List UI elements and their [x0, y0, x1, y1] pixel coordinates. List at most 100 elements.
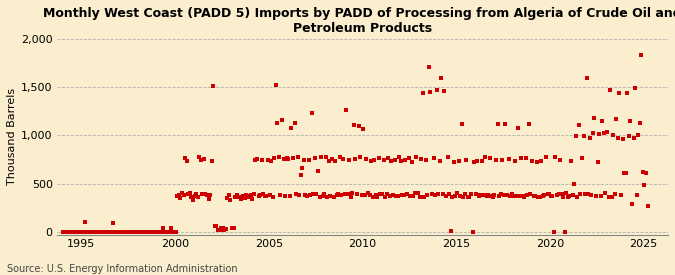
Point	[346, 195, 356, 199]
Point	[275, 192, 286, 197]
Point	[248, 192, 259, 196]
Point	[211, 224, 222, 228]
Point	[183, 192, 194, 196]
Point	[157, 230, 167, 234]
Point	[446, 229, 456, 233]
Point	[391, 194, 402, 199]
Point	[304, 192, 315, 197]
Point	[220, 227, 231, 231]
Point	[352, 192, 362, 197]
Point	[394, 155, 404, 160]
Point	[84, 230, 95, 234]
Point	[334, 155, 345, 160]
Point	[624, 134, 634, 138]
Point	[195, 157, 206, 162]
Point	[75, 230, 86, 234]
Point	[425, 89, 436, 94]
Point	[65, 230, 76, 234]
Point	[242, 195, 253, 199]
Point	[406, 160, 417, 164]
Point	[371, 193, 381, 197]
Point	[642, 204, 653, 208]
Point	[63, 230, 74, 234]
Point	[633, 133, 644, 138]
Point	[164, 230, 175, 234]
Point	[533, 195, 543, 199]
Point	[498, 193, 509, 197]
Point	[608, 133, 618, 137]
Point	[111, 230, 122, 234]
Point	[261, 193, 272, 198]
Point	[167, 230, 178, 234]
Point	[606, 195, 617, 199]
Point	[486, 193, 497, 198]
Point	[353, 123, 364, 128]
Point	[528, 194, 539, 199]
Point	[512, 125, 523, 130]
Point	[539, 192, 550, 197]
Point	[619, 171, 630, 175]
Point	[366, 159, 377, 163]
Point	[169, 230, 180, 234]
Point	[175, 196, 186, 200]
Point	[83, 230, 94, 234]
Point	[575, 192, 586, 196]
Point	[303, 158, 314, 163]
Point	[90, 230, 101, 234]
Point	[308, 192, 319, 196]
Point	[453, 159, 464, 164]
Point	[622, 91, 632, 95]
Point	[95, 230, 106, 234]
Point	[436, 75, 447, 80]
Point	[234, 194, 245, 199]
Point	[536, 159, 547, 163]
Point	[519, 194, 530, 199]
Point	[437, 192, 448, 196]
Point	[421, 158, 431, 162]
Point	[233, 195, 244, 199]
Point	[247, 197, 258, 202]
Point	[272, 121, 283, 125]
Point	[59, 230, 70, 234]
Point	[497, 157, 508, 162]
Point	[64, 230, 75, 234]
Point	[489, 193, 500, 197]
Point	[462, 195, 473, 199]
Point	[574, 123, 585, 127]
Point	[483, 193, 493, 197]
Point	[364, 193, 375, 198]
Point	[291, 191, 302, 196]
Point	[416, 157, 427, 161]
Point	[222, 196, 233, 200]
Point	[279, 194, 290, 198]
Point	[113, 230, 124, 234]
Point	[313, 169, 323, 174]
Point	[330, 159, 341, 164]
Point	[145, 230, 156, 234]
Point	[134, 230, 145, 234]
Point	[361, 156, 372, 161]
Point	[140, 230, 151, 234]
Point	[441, 193, 452, 198]
Point	[599, 131, 610, 136]
Point	[628, 136, 639, 140]
Point	[348, 122, 359, 127]
Point	[138, 230, 148, 234]
Point	[601, 130, 612, 134]
Point	[336, 192, 347, 197]
Point	[150, 230, 161, 234]
Point	[487, 195, 498, 199]
Point	[333, 192, 344, 197]
Point	[246, 193, 256, 197]
Point	[520, 156, 531, 161]
Point	[186, 195, 197, 199]
Point	[286, 125, 297, 130]
Point	[319, 192, 329, 196]
Point	[448, 160, 459, 164]
Point	[400, 158, 411, 162]
Point	[587, 131, 598, 135]
Point	[172, 194, 183, 199]
Point	[526, 158, 537, 163]
Point	[114, 230, 125, 234]
Point	[266, 159, 277, 163]
